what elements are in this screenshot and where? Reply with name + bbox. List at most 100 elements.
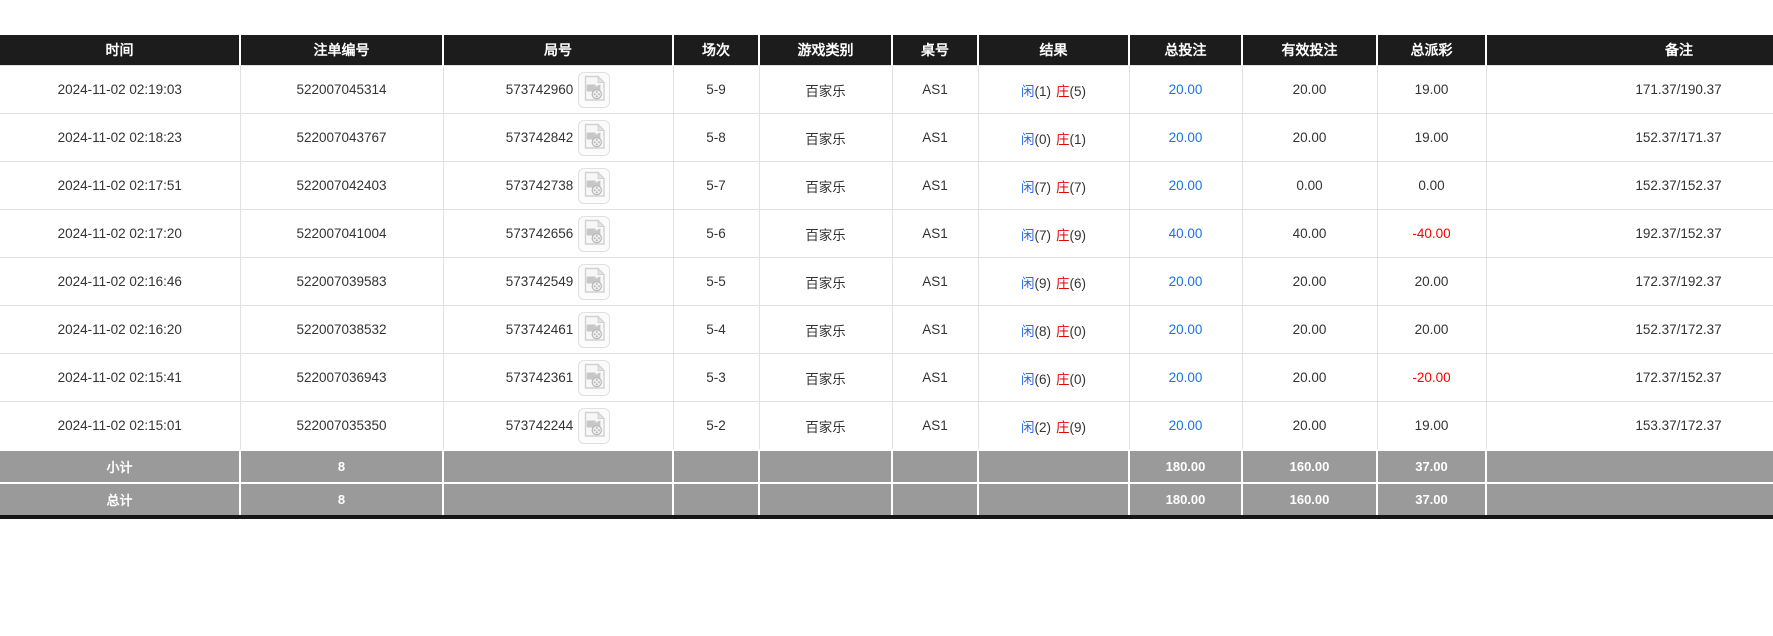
total-empty-cell — [977, 482, 1129, 519]
cell-result: 闲(0) 庄(1) — [977, 113, 1130, 162]
cell-result: 闲(6) 庄(0) — [977, 353, 1130, 402]
cell-time: 2024-11-02 02:17:51 — [0, 161, 241, 210]
result-banker-label: 庄 — [1056, 371, 1070, 387]
cell-game-type: 百家乐 — [758, 113, 893, 162]
cell-bet-id: 522007035350 — [239, 401, 444, 451]
cell-total-payout: 20.00 — [1376, 305, 1487, 354]
video-replay-button[interactable] — [578, 407, 611, 444]
subtotal-total-bet: 180.00 — [1128, 449, 1242, 483]
cell-total-payout: -40.00 — [1376, 209, 1487, 258]
result-player-label: 闲 — [1021, 275, 1035, 291]
cell-round-id: 573742842 — [442, 113, 674, 162]
total-row: 总计 8 180.00 160.00 37.00 — [0, 482, 1773, 519]
result-player-label: 闲 — [1021, 227, 1035, 243]
video-replay-button[interactable] — [578, 119, 611, 156]
video-replay-icon — [583, 266, 606, 297]
round-id-text: 573742549 — [505, 274, 574, 289]
result-banker-label: 庄 — [1056, 83, 1070, 99]
cell-total-payout: 19.00 — [1376, 113, 1487, 162]
cell-valid-bet: 40.00 — [1241, 209, 1378, 258]
result-player-label: 闲 — [1021, 83, 1035, 99]
cell-session: 5-5 — [672, 257, 760, 306]
cell-table-no: AS1 — [891, 305, 979, 354]
cell-remark: 172.37/152.37 — [1485, 353, 1773, 402]
cell-session: 5-2 — [672, 401, 760, 451]
total-empty-cell — [758, 482, 892, 519]
subtotal-total-payout: 37.00 — [1376, 449, 1486, 483]
col-header-valid-bet: 有效投注 — [1241, 35, 1377, 66]
result-banker-score: (5) — [1069, 83, 1087, 99]
cell-game-type: 百家乐 — [758, 305, 893, 354]
video-replay-button[interactable] — [578, 359, 611, 396]
total-count: 8 — [239, 482, 443, 519]
cell-round-id: 573742549 — [442, 257, 674, 306]
subtotal-label: 小计 — [0, 449, 240, 483]
result-player-score: (1) — [1034, 83, 1052, 99]
result-banker-score: (6) — [1069, 275, 1087, 291]
cell-bet-id: 522007043767 — [239, 113, 444, 162]
subtotal-empty-cell — [1485, 449, 1773, 483]
cell-result: 闲(7) 庄(9) — [977, 209, 1130, 258]
subtotal-count: 8 — [239, 449, 443, 483]
total-empty-cell — [891, 482, 978, 519]
col-header-bet-id: 注单编号 — [239, 35, 443, 66]
bet-history-table: 时间 注单编号 局号 场次 游戏类别 桌号 结果 总投注 有效投注 总派彩 备注… — [0, 35, 1773, 519]
video-replay-button[interactable] — [578, 263, 611, 300]
col-header-total-bet: 总投注 — [1128, 35, 1242, 66]
result-banker-score: (9) — [1069, 227, 1087, 243]
result-banker-score: (0) — [1069, 371, 1087, 387]
video-replay-icon — [583, 122, 606, 153]
table-footer: 小计 8 180.00 160.00 37.00 总计 8 1 — [0, 449, 1773, 519]
round-id-text: 573742738 — [505, 178, 574, 193]
cell-table-no: AS1 — [891, 161, 979, 210]
video-replay-icon — [583, 170, 606, 201]
result-banker-score: (1) — [1069, 131, 1087, 147]
result-player-score: (2) — [1034, 419, 1052, 435]
cell-time: 2024-11-02 02:17:20 — [0, 209, 241, 258]
table-row: 2024-11-02 02:19:03 522007045314 5737429… — [0, 65, 1773, 114]
cell-session: 5-3 — [672, 353, 760, 402]
video-replay-button[interactable] — [578, 71, 611, 108]
result-player-label: 闲 — [1021, 131, 1035, 147]
cell-time: 2024-11-02 02:19:03 — [0, 65, 241, 114]
cell-remark: 172.37/192.37 — [1485, 257, 1773, 306]
total-valid-bet: 160.00 — [1241, 482, 1377, 519]
col-header-remark: 备注 — [1485, 35, 1773, 66]
cell-time: 2024-11-02 02:16:46 — [0, 257, 241, 306]
cell-time: 2024-11-02 02:15:41 — [0, 353, 241, 402]
cell-game-type: 百家乐 — [758, 161, 893, 210]
round-id-text: 573742361 — [505, 370, 574, 385]
cell-time: 2024-11-02 02:16:20 — [0, 305, 241, 354]
cell-time: 2024-11-02 02:18:23 — [0, 113, 241, 162]
subtotal-empty-cell — [672, 449, 759, 483]
col-header-game-type: 游戏类别 — [758, 35, 892, 66]
video-replay-button[interactable] — [578, 215, 611, 252]
table-row: 2024-11-02 02:16:20 522007038532 5737424… — [0, 305, 1773, 354]
table-row: 2024-11-02 02:16:46 522007039583 5737425… — [0, 257, 1773, 306]
video-replay-button[interactable] — [578, 167, 611, 204]
cell-valid-bet: 20.00 — [1241, 401, 1378, 451]
table-row: 2024-11-02 02:15:41 522007036943 5737423… — [0, 353, 1773, 402]
video-replay-button[interactable] — [578, 311, 611, 348]
subtotal-row: 小计 8 180.00 160.00 37.00 — [0, 449, 1773, 483]
table-row: 2024-11-02 02:17:51 522007042403 5737427… — [0, 161, 1773, 210]
col-header-round-id: 局号 — [442, 35, 673, 66]
cell-total-payout: 19.00 — [1376, 65, 1487, 114]
result-player-score: (9) — [1034, 275, 1052, 291]
cell-table-no: AS1 — [891, 353, 979, 402]
table-header: 时间 注单编号 局号 场次 游戏类别 桌号 结果 总投注 有效投注 总派彩 备注 — [0, 35, 1773, 66]
cell-valid-bet: 0.00 — [1241, 161, 1378, 210]
result-banker-label: 庄 — [1056, 227, 1070, 243]
cell-result: 闲(1) 庄(5) — [977, 65, 1130, 114]
cell-total-payout: 0.00 — [1376, 161, 1487, 210]
cell-round-id: 573742244 — [442, 401, 674, 451]
subtotal-valid-bet: 160.00 — [1241, 449, 1377, 483]
cell-time: 2024-11-02 02:15:01 — [0, 401, 241, 451]
result-player-score: (7) — [1034, 227, 1052, 243]
cell-result: 闲(7) 庄(7) — [977, 161, 1130, 210]
cell-game-type: 百家乐 — [758, 401, 893, 451]
cell-game-type: 百家乐 — [758, 257, 893, 306]
cell-round-id: 573742656 — [442, 209, 674, 258]
result-banker-label: 庄 — [1056, 323, 1070, 339]
cell-valid-bet: 20.00 — [1241, 113, 1378, 162]
